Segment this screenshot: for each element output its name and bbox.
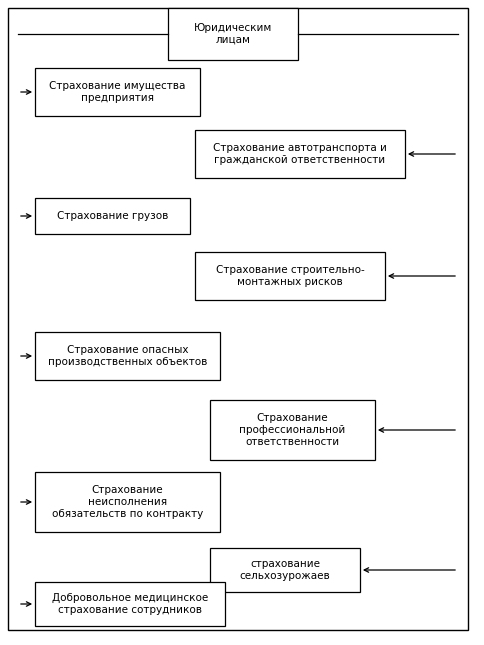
Bar bbox=[195, 130, 404, 178]
Text: Страхование имущества
предприятия: Страхование имущества предприятия bbox=[49, 81, 185, 103]
Text: Страхование строительно-
монтажных рисков: Страхование строительно- монтажных риско… bbox=[215, 265, 363, 287]
Text: Страхование грузов: Страхование грузов bbox=[57, 211, 168, 221]
Bar bbox=[210, 400, 374, 460]
Text: Юридическим
лицам: Юридическим лицам bbox=[194, 23, 272, 45]
Bar bbox=[167, 8, 297, 60]
Bar bbox=[35, 68, 199, 116]
Bar bbox=[35, 198, 190, 234]
Text: страхование
сельхозурожаев: страхование сельхозурожаев bbox=[239, 559, 330, 580]
Text: Страхование автотранспорта и
гражданской ответственности: Страхование автотранспорта и гражданской… bbox=[212, 143, 386, 165]
Text: Добровольное медицинское
страхование сотрудников: Добровольное медицинское страхование сот… bbox=[52, 593, 208, 615]
Bar bbox=[35, 582, 225, 626]
Bar bbox=[210, 548, 359, 592]
Text: Страхование
неисполнения
обязательств по контракту: Страхование неисполнения обязательств по… bbox=[52, 486, 203, 519]
Bar bbox=[35, 332, 220, 380]
Text: Страхование
профессиональной
ответственности: Страхование профессиональной ответственн… bbox=[239, 413, 345, 446]
Text: Страхование опасных
производственных объектов: Страхование опасных производственных объ… bbox=[48, 345, 207, 367]
Bar bbox=[195, 252, 384, 300]
Bar bbox=[35, 472, 220, 532]
